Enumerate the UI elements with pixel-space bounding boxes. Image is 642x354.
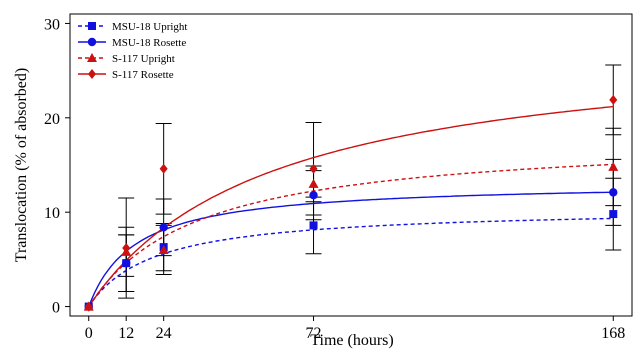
data-point: [309, 163, 318, 174]
data-point: [609, 210, 618, 219]
y-tick-label: 30: [44, 16, 60, 33]
x-tick-label: 0: [85, 325, 93, 342]
fit-line: [88, 191, 614, 307]
legend: MSU-18 Upright MSU-18 Rosette S-117 Uprigh…: [78, 21, 187, 81]
x-axis-ticks: 0 12 24 72 168: [85, 316, 625, 342]
data-point: [84, 301, 93, 312]
data-point: [309, 221, 318, 230]
x-tick-label: 72: [306, 325, 322, 342]
y-axis-title: Translocation (% of absorbed): [13, 68, 30, 262]
y-tick-label: 20: [44, 111, 60, 128]
fit-line: [88, 217, 614, 308]
x-tick-label: 24: [156, 325, 172, 342]
legend-marker: [87, 37, 97, 47]
legend-marker: [88, 22, 96, 30]
fit-line: [88, 105, 614, 307]
x-axis-title: Time (hours): [310, 332, 393, 349]
data-point: [609, 94, 618, 105]
legend-label: S-117 Rosette: [112, 69, 174, 81]
legend-label: MSU-18 Rosette: [112, 37, 186, 49]
data-point: [308, 178, 319, 188]
data-point: [309, 191, 318, 200]
legend-marker: [87, 53, 97, 62]
data-point: [159, 223, 168, 232]
legend-marker: [88, 69, 96, 79]
data-point: [122, 243, 131, 254]
fit-lines: [88, 105, 614, 308]
y-axis-ticks: 0 10 20 30: [44, 16, 70, 317]
data-point: [159, 163, 168, 174]
y-tick-label: 10: [44, 205, 60, 222]
error-bars: [118, 64, 622, 299]
data-point: [158, 244, 169, 254]
data-point: [122, 258, 131, 268]
fit-line: [88, 163, 614, 307]
legend-label: S-117 Upright: [112, 53, 175, 65]
data-point: [608, 161, 619, 171]
y-tick-label: 0: [52, 300, 60, 317]
x-tick-label: 168: [601, 325, 625, 342]
data-markers: [83, 94, 619, 312]
legend-label: MSU-18 Upright: [112, 21, 187, 33]
plot-frame: [69, 13, 633, 317]
data-point: [609, 188, 618, 197]
x-tick-label: 12: [118, 325, 134, 342]
